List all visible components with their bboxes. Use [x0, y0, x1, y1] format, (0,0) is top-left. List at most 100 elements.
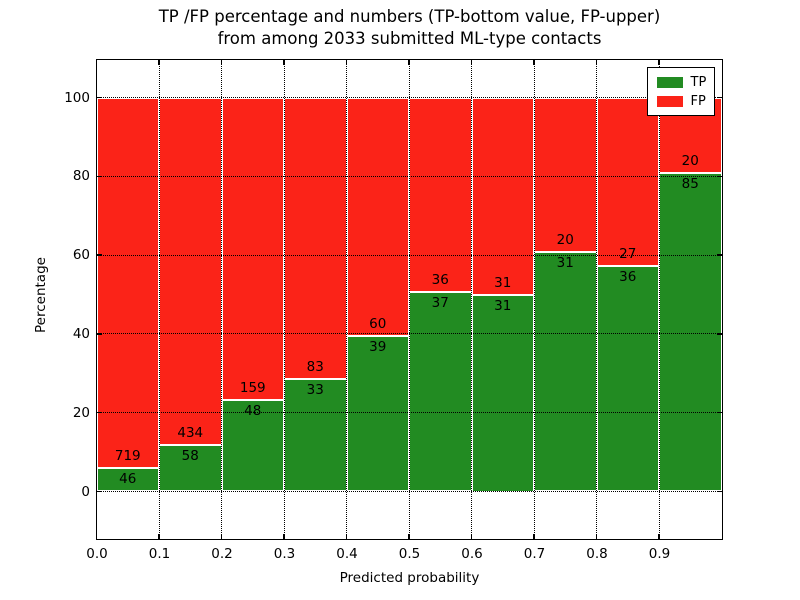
bar-segment-fp — [284, 97, 347, 380]
x-tick-mark — [283, 59, 285, 65]
bar-label-fp: 60 — [369, 316, 387, 333]
x-tick-mark — [95, 533, 98, 539]
bar-label-fp: 83 — [306, 359, 324, 376]
bar-segment-fp — [159, 97, 222, 446]
legend: TP FP — [646, 67, 715, 116]
vertical-gridline — [533, 59, 535, 539]
bar-label-tp: 46 — [119, 470, 137, 487]
y-tick-mark — [716, 333, 722, 335]
bar-label-fp: 159 — [239, 380, 266, 397]
bar-label-tp: 39 — [369, 339, 387, 356]
vertical-gridline — [408, 59, 410, 539]
x-tick-mark — [470, 533, 473, 539]
bar-label-tp: 36 — [619, 269, 637, 286]
horizontal-gridline — [96, 97, 722, 98]
bar-label-tp: 31 — [494, 297, 512, 314]
bar-label-tp: 37 — [431, 294, 449, 311]
x-tick-mark — [595, 533, 598, 539]
y-tick-mark — [96, 333, 102, 335]
bar-label-tp: 85 — [681, 175, 699, 192]
bar-label-fp: 31 — [494, 274, 512, 291]
x-tick-mark — [658, 533, 660, 539]
bar-segment-tp — [534, 252, 597, 492]
y-tick-mark — [716, 411, 722, 414]
x-tick-label: 0.1 — [148, 546, 171, 562]
bar-segment-fp — [471, 97, 534, 295]
fp-legend-swatch — [656, 96, 683, 107]
legend-item-label: TP — [690, 75, 707, 90]
y-tick-mark — [96, 490, 102, 493]
bar-segment-fp — [596, 97, 659, 267]
x-tick-mark — [283, 533, 285, 539]
y-tick-label: 20 — [72, 404, 90, 421]
bar-label-tp: 31 — [556, 255, 574, 271]
bar-label-tp: 33 — [306, 382, 324, 399]
bar-segment-fp — [96, 97, 159, 468]
bar-segment-tp — [159, 445, 222, 492]
vertical-gridline — [158, 59, 160, 539]
vertical-gridline — [221, 59, 222, 539]
x-tick-mark — [345, 59, 348, 65]
bar-segment-tp — [471, 294, 534, 492]
x-tick-label: 0.0 — [86, 546, 108, 562]
y-tick-mark — [716, 175, 722, 178]
x-tick-mark — [533, 533, 535, 539]
chart-title-line-1: TP /FP percentage and numbers (TP-bottom… — [158, 7, 661, 26]
y-tick-mark — [716, 490, 722, 493]
x-tick-label: 0.8 — [586, 546, 608, 562]
y-tick-mark — [96, 175, 102, 178]
bar-segment-tp — [596, 266, 659, 492]
x-tick-label: 0.4 — [336, 546, 358, 562]
y-tick-label: 60 — [72, 247, 90, 264]
x-tick-mark — [595, 59, 598, 65]
y-axis-label: Percentage — [33, 257, 49, 333]
y-tick-mark — [96, 254, 102, 256]
vertical-gridline — [283, 59, 285, 539]
x-tick-mark — [408, 59, 410, 65]
chart-title-line-2: from among 2033 submitted ML-type contac… — [217, 29, 602, 48]
x-tick-mark — [658, 59, 660, 65]
x-tick-label: 0.5 — [398, 546, 421, 562]
x-tick-mark — [408, 533, 410, 539]
x-tick-label: 0.3 — [273, 546, 296, 562]
bar-segment-fp — [346, 97, 409, 337]
bar-label-tp: 48 — [244, 403, 262, 420]
horizontal-gridline — [96, 412, 722, 414]
y-tick-label: 100 — [64, 89, 90, 106]
vertical-gridline — [346, 59, 347, 539]
x-tick-mark — [470, 59, 473, 65]
bar-segment-fp — [409, 97, 472, 292]
tp-legend-swatch — [656, 77, 683, 88]
bar-segment-tp — [659, 172, 722, 492]
horizontal-gridline — [96, 254, 722, 256]
bar-segment-tp — [346, 336, 409, 492]
y-tick-label: 0 — [81, 483, 90, 500]
y-tick-label: 80 — [72, 168, 90, 185]
x-tick-mark — [533, 59, 535, 65]
y-tick-mark — [96, 96, 102, 99]
y-tick-mark — [96, 411, 102, 414]
horizontal-gridline — [96, 175, 722, 177]
legend-item: TP — [648, 73, 714, 92]
x-tick-mark — [158, 59, 160, 65]
x-axis-label: Predicted probability — [339, 570, 480, 586]
legend-item-label: FP — [690, 94, 706, 109]
bar-label-fp: 719 — [114, 447, 141, 464]
x-tick-mark — [158, 533, 160, 539]
vertical-gridline — [471, 59, 472, 539]
x-tick-label: 0.9 — [648, 546, 671, 562]
vertical-gridline — [596, 59, 597, 539]
bar-label-tp: 58 — [181, 448, 199, 465]
vertical-gridline — [658, 59, 660, 539]
bar-segment-tp — [409, 291, 472, 492]
y-tick-label: 40 — [72, 325, 90, 342]
y-tick-mark — [716, 254, 722, 256]
x-tick-label: 0.7 — [523, 546, 546, 562]
x-tick-mark — [95, 59, 98, 65]
plot-area: 719 46 434 58 159 48 83 33 60 39 36 37 31 31 20 31 27 36 2… — [95, 58, 723, 540]
x-tick-mark — [345, 533, 348, 539]
bar-label-fp: 36 — [431, 271, 449, 288]
bar-segment-fp — [534, 97, 597, 252]
horizontal-gridline — [96, 333, 722, 335]
